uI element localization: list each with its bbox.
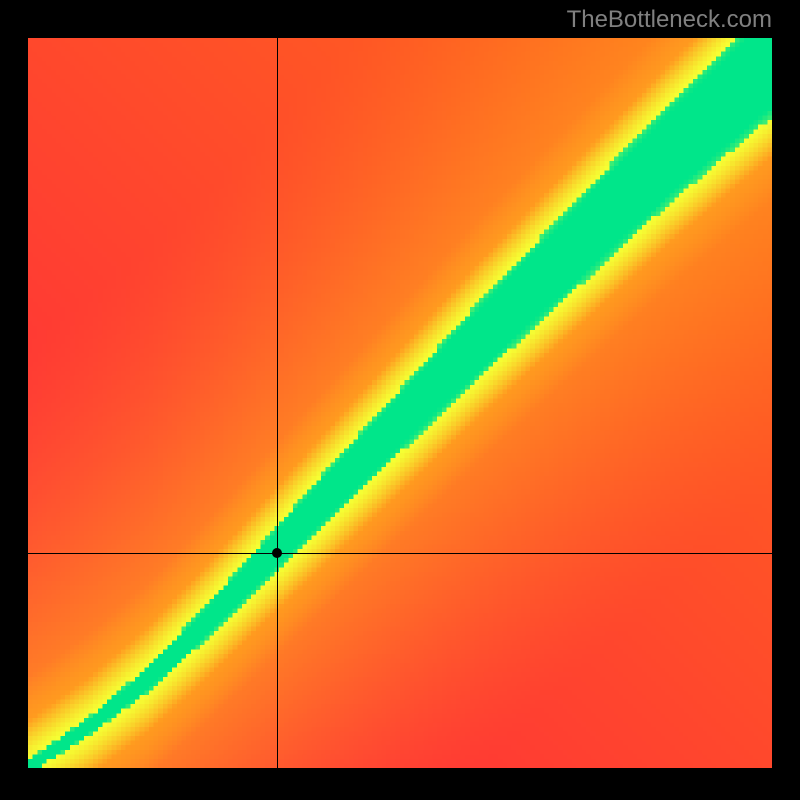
chart-container: TheBottleneck.com (0, 0, 800, 800)
crosshair-horizontal (28, 553, 772, 554)
bottleneck-heatmap (28, 38, 772, 768)
crosshair-vertical (277, 38, 278, 768)
watermark-text: TheBottleneck.com (567, 6, 772, 34)
data-point-marker (272, 548, 282, 558)
